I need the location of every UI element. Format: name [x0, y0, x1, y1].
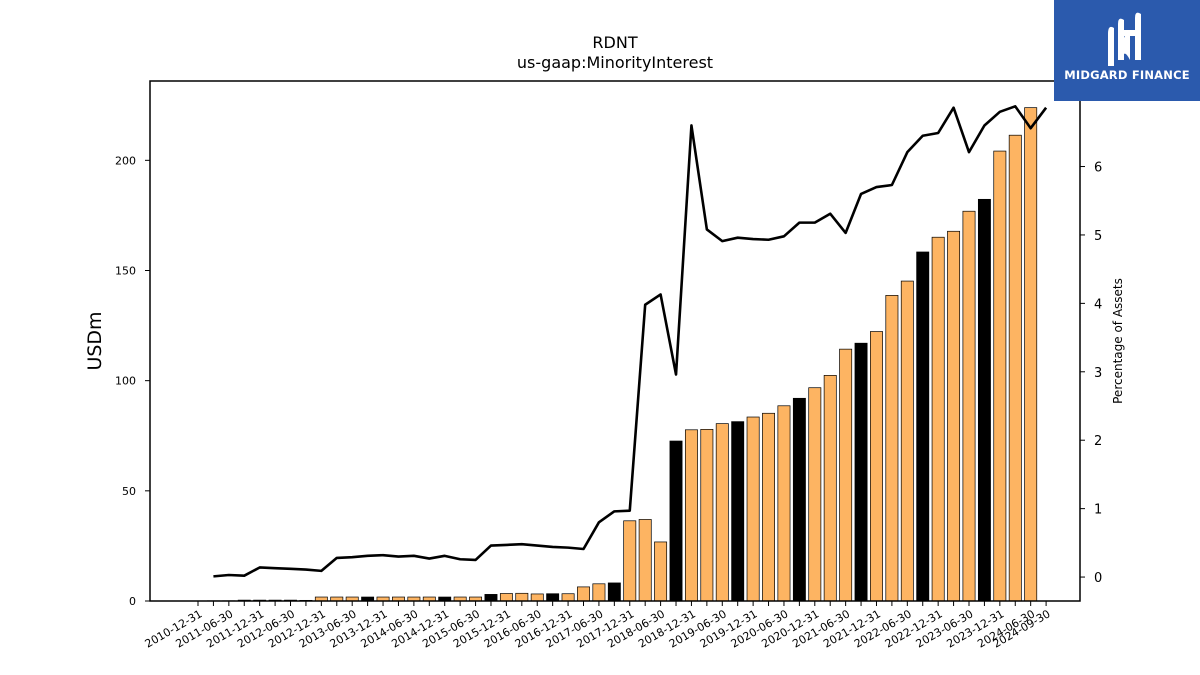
y-tick-label: 150 [115, 264, 136, 277]
x-axis: 2010-12-312011-06-302011-12-312012-06-30… [143, 601, 1053, 651]
bar-2020-12-31 [808, 387, 822, 602]
y-axis-left: 0 50 100 150 200 [115, 154, 150, 608]
bar-2021-09-30 [854, 342, 868, 602]
bar-2017-12-31 [623, 520, 637, 602]
bar-2021-03-31 [823, 375, 837, 602]
y2-tick-label: 5 [1094, 229, 1102, 244]
bar-2017-09-30 [607, 582, 621, 602]
y-axis-right: 0 1 2 3 4 5 6 [1080, 161, 1102, 586]
bar-2019-03-31 [700, 429, 714, 602]
line-series [213, 105, 1048, 578]
bar-2023-12-31 [993, 150, 1007, 602]
percentage-of-assets-line [213, 105, 1048, 578]
bar-2016-03-31 [515, 592, 529, 602]
y2-tick-label: 0 [1094, 571, 1102, 586]
bar-2023-06-30 [962, 210, 976, 602]
bar-2016-09-30 [546, 593, 560, 602]
plot-frame [149, 80, 1081, 602]
bar-2021-12-31 [870, 331, 883, 602]
bar-2019-06-30 [715, 423, 729, 602]
y-tick-label: 100 [115, 375, 136, 388]
chart-subtitle: us-gaap:MinorityInterest [517, 53, 713, 72]
bar-2019-12-31 [746, 416, 760, 602]
bar-2015-12-31 [499, 593, 513, 602]
bar-2022-03-31 [885, 295, 899, 602]
bar-2020-09-30 [792, 397, 806, 602]
bar-2024-06-30 [1024, 107, 1038, 602]
bar-series [206, 107, 1038, 602]
bar-2019-09-30 [731, 421, 745, 602]
bar-2021-06-30 [839, 348, 853, 602]
bar-2016-06-30 [530, 593, 544, 602]
bar-2018-03-31 [638, 519, 652, 602]
y-tick-label: 0 [129, 595, 136, 608]
bar-2022-06-30 [900, 280, 914, 602]
bar-2015-09-30 [484, 594, 498, 602]
y2-tick-label: 4 [1094, 297, 1102, 312]
y2-tick-label: 6 [1094, 161, 1102, 176]
brand-logo: MIDGARD FINANCE [1054, 0, 1200, 101]
y2-axis-label: Percentage of Assets [1111, 278, 1125, 404]
chart-title: RDNT [592, 33, 637, 52]
y-axis-label: USDm [84, 311, 106, 370]
bar-2023-09-30 [977, 198, 991, 602]
bar-2017-03-31 [577, 586, 590, 602]
y2-tick-label: 3 [1094, 366, 1102, 381]
bar-2018-09-30 [669, 440, 683, 602]
bar-2022-12-31 [931, 236, 945, 602]
y-tick-label: 50 [122, 485, 136, 498]
bar-2022-09-30 [916, 251, 930, 602]
bar-2020-06-30 [777, 405, 791, 602]
brand-name: MIDGARD FINANCE [1064, 68, 1190, 82]
bar-2023-03-31 [947, 230, 961, 602]
mf-monogram-icon [1108, 12, 1141, 66]
y2-tick-label: 1 [1094, 503, 1102, 518]
bar-2017-06-30 [592, 583, 606, 602]
bar-2024-03-31 [1008, 134, 1022, 602]
bar-2016-12-31 [561, 593, 575, 602]
bar-2020-03-31 [762, 412, 775, 602]
y2-tick-label: 2 [1094, 434, 1102, 449]
y-tick-label: 200 [115, 154, 136, 167]
bar-2018-12-31 [684, 429, 698, 602]
bar-2018-06-30 [654, 541, 668, 602]
